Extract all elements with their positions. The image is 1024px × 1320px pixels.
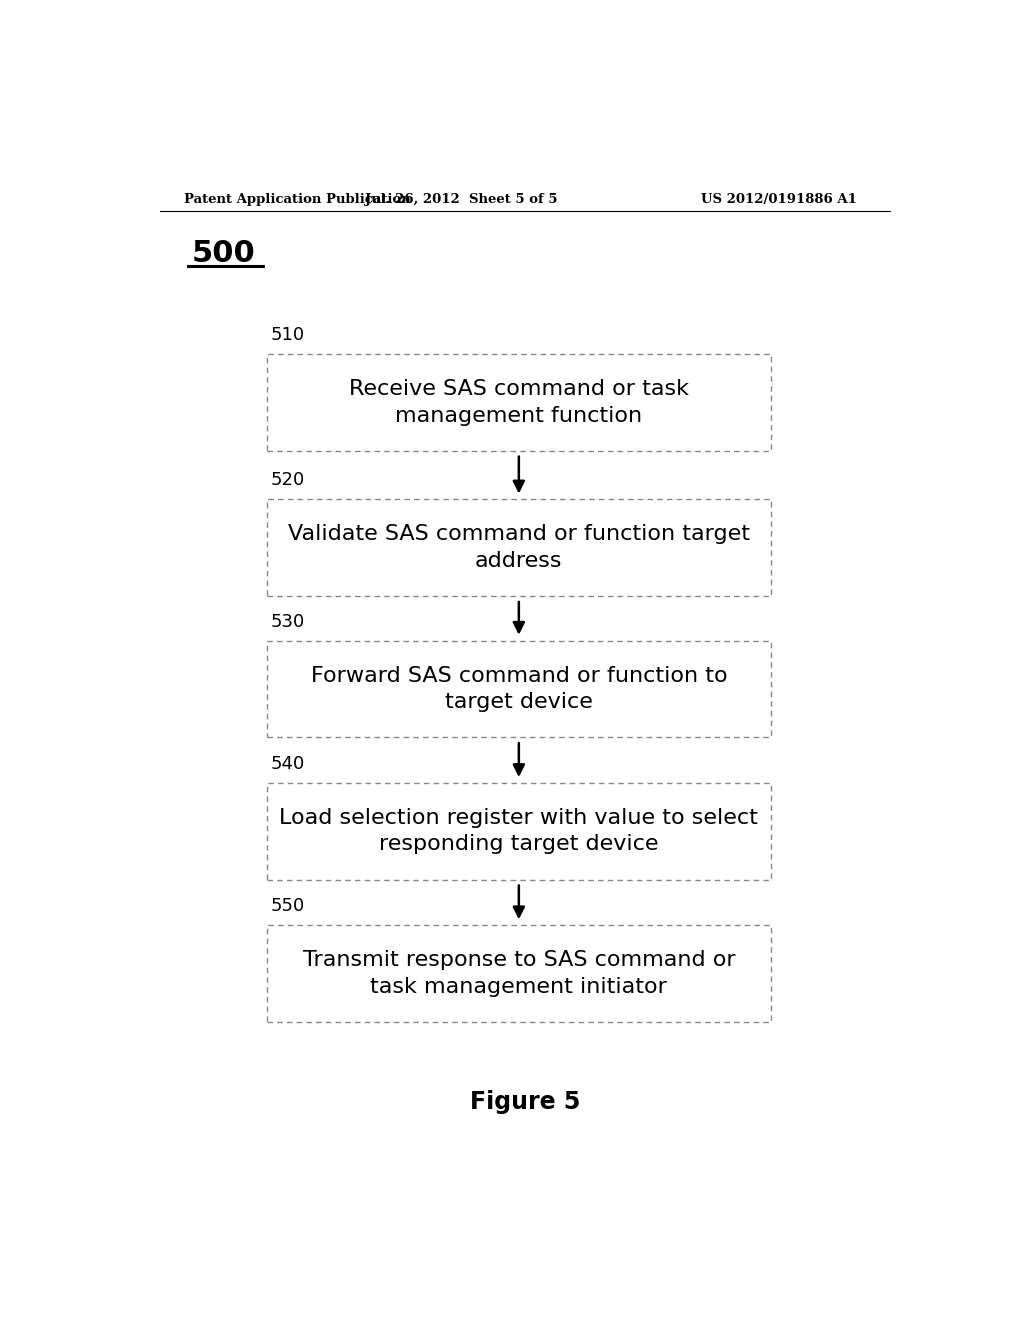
- Bar: [267, 640, 771, 738]
- Bar: [267, 354, 771, 450]
- Bar: [267, 925, 771, 1022]
- Text: Load selection register with value to select
responding target device: Load selection register with value to se…: [280, 808, 759, 854]
- Text: Patent Application Publication: Patent Application Publication: [183, 193, 411, 206]
- Text: 510: 510: [270, 326, 305, 345]
- Text: Transmit response to SAS command or
task management initiator: Transmit response to SAS command or task…: [302, 950, 735, 997]
- Text: Jul. 26, 2012  Sheet 5 of 5: Jul. 26, 2012 Sheet 5 of 5: [366, 193, 557, 206]
- Bar: [267, 499, 771, 595]
- Text: 520: 520: [270, 471, 305, 490]
- Text: US 2012/0191886 A1: US 2012/0191886 A1: [700, 193, 857, 206]
- Text: Validate SAS command or function target
address: Validate SAS command or function target …: [288, 524, 750, 570]
- Text: 530: 530: [270, 612, 305, 631]
- Bar: [267, 783, 771, 879]
- Text: Forward SAS command or function to
target device: Forward SAS command or function to targe…: [310, 665, 727, 713]
- Text: Figure 5: Figure 5: [470, 1089, 580, 1114]
- Text: 540: 540: [270, 755, 305, 772]
- Text: Receive SAS command or task
management function: Receive SAS command or task management f…: [349, 379, 689, 425]
- Text: 500: 500: [191, 239, 255, 268]
- Text: 550: 550: [270, 898, 305, 915]
